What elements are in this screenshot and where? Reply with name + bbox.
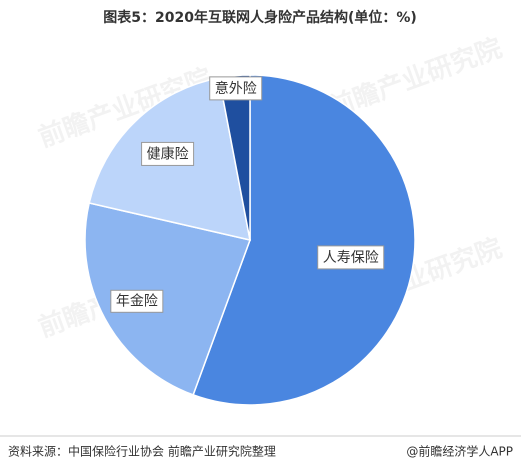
category-label: 年金险 [116,293,158,309]
chart-title: 图表5：2020年互联网人身险产品结构(单位：%) [103,9,417,26]
source: 资料来源：中国保险行业协会 前瞻产业研究院整理 [8,444,276,459]
slice-label: 人寿保险 [317,245,385,270]
slice-label: 意外险 [209,76,263,101]
pie-slice [192,74,416,406]
brand: @前瞻经济学人APP [406,444,513,459]
category-label: 健康险 [147,145,189,162]
label-box [141,141,195,166]
label-box [317,245,385,270]
pie-slice [84,202,251,396]
label-box [209,76,263,101]
category-label: 意外险 [215,80,257,97]
slice-label: 健康险 [141,141,195,166]
category-label: 人寿保险 [323,249,379,266]
slice-label: 年金险 [110,289,164,313]
label-box [110,289,164,313]
pie [84,74,416,406]
